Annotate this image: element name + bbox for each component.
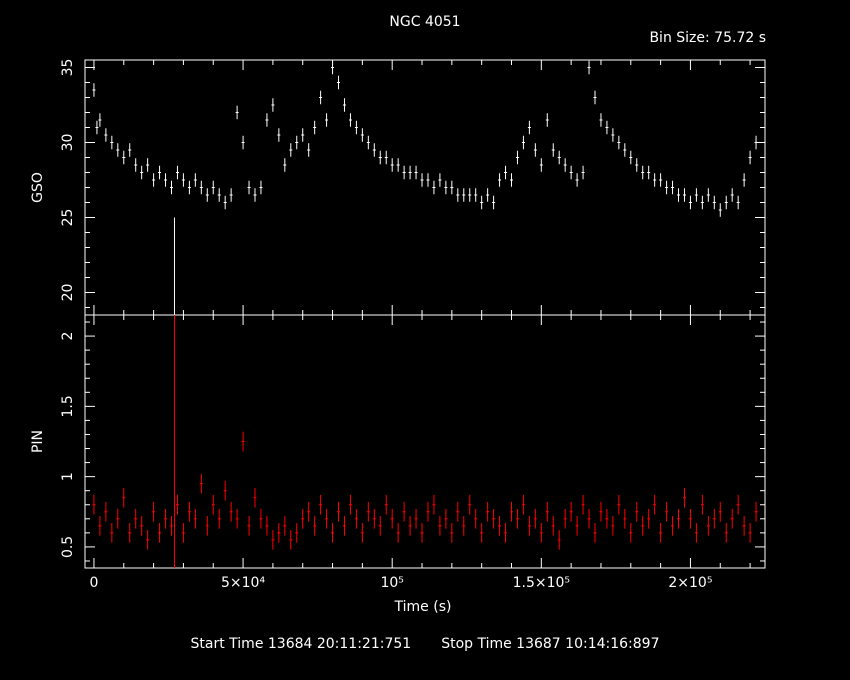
pin-ytick-label: 1.5 <box>60 395 76 417</box>
pin-xtick-label: 10⁵ <box>380 575 403 591</box>
chart-title: NGC 4051 <box>389 14 461 30</box>
pin-ylabel: PIN <box>30 430 46 453</box>
pin-ytick-label: 1 <box>60 472 76 481</box>
gso-ytick-label: 30 <box>60 134 76 152</box>
pin-xtick-label: 2×10⁵ <box>668 575 712 591</box>
pin-ytick-label: 2 <box>60 332 76 341</box>
pin-panel: 0.5 1 1.5 2 PIN 0 5×10⁴ 10⁵ 1.5×10⁵ 2×10⁵ Time (s) <box>30 314 766 615</box>
pin-frame <box>84 314 766 569</box>
pin-xtick-label: 0 <box>89 575 98 591</box>
pin-xtick-label: 1.5×10⁵ <box>513 575 570 591</box>
stop-time-label: Stop Time 13687 10:14:16:897 <box>441 636 660 652</box>
bin-size-label: Bin Size: 75.72 s <box>649 30 766 46</box>
gso-ytick-label: 25 <box>60 209 76 227</box>
pin-ytick-label: 0.5 <box>60 536 76 558</box>
gso-ylabel: GSO <box>30 172 46 203</box>
gso-panel: 20 25 30 35 GSO <box>30 59 766 316</box>
pin-xlabel: Time (s) <box>394 599 452 615</box>
gso-ytick-label: 35 <box>60 59 76 77</box>
time-range-footer: Start Time 13684 20:11:21:751 Stop Time 1… <box>0 636 850 652</box>
pin-xtick-label: 5×10⁴ <box>221 575 265 591</box>
start-time-label: Start Time 13684 20:11:21:751 <box>190 636 412 652</box>
gso-ytick-label: 20 <box>60 284 76 302</box>
